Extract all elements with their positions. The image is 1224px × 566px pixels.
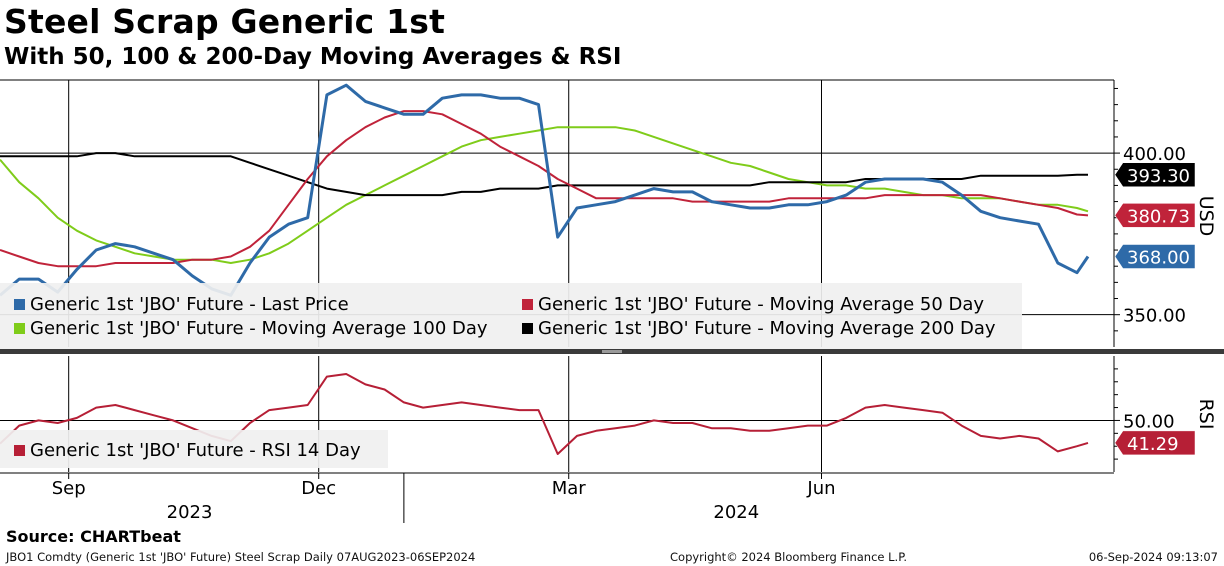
rsi-y-axis-label: RSI bbox=[1195, 399, 1217, 430]
price-last-value-tags: 393.30 380.73 368.00 bbox=[1114, 162, 1196, 269]
footer-copyright: Copyright© 2024 Bloomberg Finance L.P. bbox=[670, 550, 907, 564]
legend-swatch bbox=[14, 445, 25, 456]
x-month-label: Sep bbox=[52, 478, 86, 499]
price-y-axis-label: USD bbox=[1195, 196, 1217, 237]
legend-label: Generic 1st 'JBO' Future - RSI 14 Day bbox=[30, 440, 361, 461]
x-month-label: Jun bbox=[806, 478, 835, 499]
chart-subtitle: With 50, 100 & 200-Day Moving Averages &… bbox=[4, 44, 622, 70]
legend-background bbox=[0, 430, 388, 468]
legend-label: Generic 1st 'JBO' Future - Last Price bbox=[30, 294, 349, 315]
legend-label: Generic 1st 'JBO' Future - Moving Averag… bbox=[538, 294, 984, 315]
legend-label: Generic 1st 'JBO' Future - Moving Averag… bbox=[538, 318, 996, 339]
price-series-line bbox=[0, 83, 1090, 297]
price-last-value-tag bbox=[1114, 162, 1196, 187]
rsi-legend: Generic 1st 'JBO' Future - RSI 14 Day bbox=[0, 430, 388, 468]
price-y-tick-label: 350.00 bbox=[1123, 306, 1186, 327]
x-year-label: 2023 bbox=[167, 502, 213, 523]
price-y-axis: 350.00 400.00 bbox=[1113, 80, 1186, 347]
footer-timestamp: 06-Sep-2024 09:13:07 bbox=[1088, 550, 1218, 564]
rsi-last-value-tag bbox=[1114, 430, 1196, 456]
legend-swatch bbox=[14, 323, 25, 334]
chart-title: Steel Scrap Generic 1st bbox=[4, 2, 446, 41]
price-y-tick-label: 400.00 bbox=[1123, 144, 1186, 165]
price-series-line bbox=[0, 126, 1089, 264]
price-last-value-text: 380.73 bbox=[1127, 206, 1190, 227]
price-last-value-text: 393.30 bbox=[1127, 166, 1190, 187]
x-year-label: 2024 bbox=[713, 502, 759, 523]
price-last-value-text: 368.00 bbox=[1127, 248, 1190, 269]
legend-swatch bbox=[522, 323, 533, 334]
legend-swatch bbox=[522, 299, 533, 310]
price-last-value-tag bbox=[1114, 203, 1196, 228]
x-axis: Sep Dec Mar Jun 2023 2024 bbox=[52, 473, 836, 523]
legend-label: Generic 1st 'JBO' Future - Moving Averag… bbox=[30, 318, 488, 339]
rsi-series-lines bbox=[0, 373, 1089, 455]
price-series-lines bbox=[0, 83, 1090, 297]
x-month-label: Mar bbox=[552, 478, 587, 499]
rsi-last-value-tags: 41.29 bbox=[1114, 430, 1196, 456]
price-rsi-chart: 350.00 400.00 USD 393.30 380.73 368.00 Gene… bbox=[0, 79, 1224, 523]
source-note: Source: CHARTbeat bbox=[6, 527, 181, 546]
legend-background bbox=[0, 283, 1022, 349]
rsi-last-value-text: 41.29 bbox=[1127, 434, 1179, 455]
footer-ticker-info: JBO1 Comdty (Generic 1st 'JBO' Future) S… bbox=[6, 550, 476, 564]
legend-swatch bbox=[14, 299, 25, 310]
rsi-y-tick-label: 50.00 bbox=[1123, 411, 1175, 432]
rsi-series-line bbox=[0, 373, 1089, 455]
price-last-value-tag bbox=[1114, 244, 1196, 269]
price-legend: Generic 1st 'JBO' Future - Last Price Gen… bbox=[0, 283, 1022, 349]
rsi-y-axis: 50.00 bbox=[1113, 356, 1175, 472]
x-month-label: Dec bbox=[301, 478, 336, 499]
panel-divider-handle[interactable] bbox=[602, 350, 622, 353]
